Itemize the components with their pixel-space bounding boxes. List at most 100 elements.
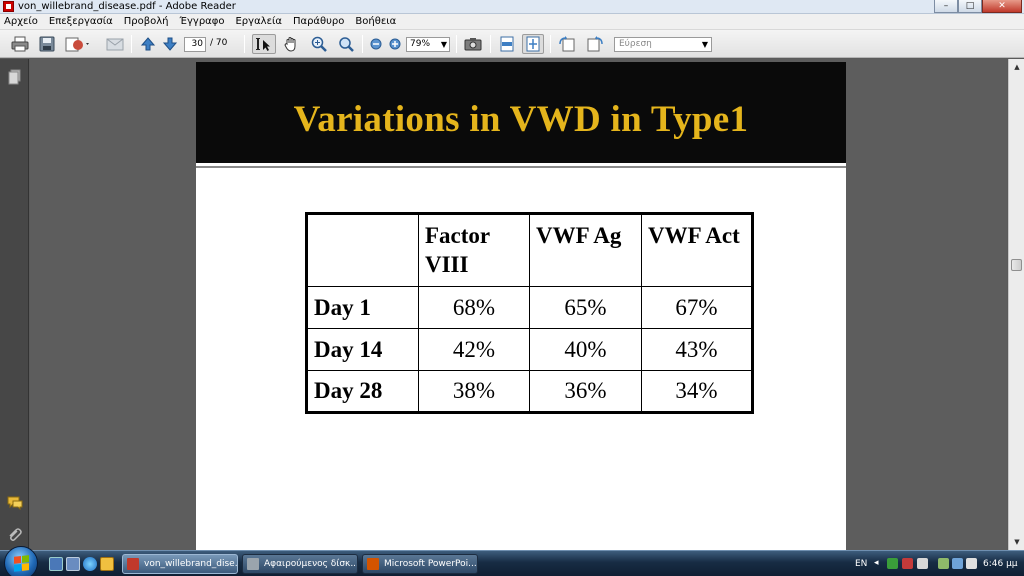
language-indicator[interactable]: EN: [855, 559, 868, 569]
task-label: Αφαιρούμενος δίσκ...: [264, 559, 358, 569]
windows-logo-icon: [14, 555, 29, 572]
save-icon[interactable]: [36, 34, 58, 54]
show-desktop-icon[interactable]: [49, 557, 63, 571]
pdf-task-icon: [127, 558, 139, 570]
maximize-button[interactable]: □: [958, 0, 982, 13]
zoom-out-icon[interactable]: [368, 34, 384, 54]
pdf-page: Variations in VWD in Type1 Factor VIII V…: [196, 62, 846, 552]
task-label: Microsoft PowerPoi...: [384, 559, 477, 569]
toolbar-separator: [550, 35, 551, 53]
table-header-cell: Factor VIII: [418, 213, 530, 287]
navigation-pane: [0, 59, 29, 550]
pages-panel-icon[interactable]: [7, 69, 22, 85]
window-title: von_willebrand_disease.pdf - Adobe Reade…: [18, 1, 236, 12]
page-number-input[interactable]: 30: [184, 37, 206, 52]
fit-page-icon[interactable]: [522, 34, 544, 54]
toolbar-separator: [362, 35, 363, 53]
share-icon[interactable]: [64, 34, 92, 54]
slide-title: Variations in VWD in Type1: [293, 99, 749, 140]
find-placeholder: Εύρεση: [619, 39, 652, 49]
snapshot-icon[interactable]: [462, 34, 484, 54]
marquee-zoom-icon[interactable]: [335, 34, 357, 54]
menu-document[interactable]: Έγγραφο: [179, 16, 225, 27]
tray-app-icon[interactable]: [887, 558, 898, 569]
antivirus-icon[interactable]: [902, 558, 913, 569]
print-icon[interactable]: [9, 34, 31, 54]
table-header-cell: VWF Ag: [529, 213, 642, 287]
window-controls: – □ ✕: [934, 0, 1022, 13]
table-row: Day 1 68% 65% 67%: [306, 286, 753, 329]
table-row: Day 28 38% 36% 34%: [306, 370, 753, 413]
scroll-up-icon[interactable]: ▲: [1014, 63, 1020, 71]
table-cell: 38%: [418, 370, 530, 413]
zoom-select[interactable]: 79% ▼: [406, 37, 450, 52]
menu-file[interactable]: Αρχείο: [4, 16, 38, 27]
menu-view[interactable]: Προβολή: [123, 16, 169, 27]
row-label: Day 14: [306, 328, 419, 371]
email-icon[interactable]: [104, 34, 126, 54]
menu-tools[interactable]: Εργαλεία: [235, 16, 282, 27]
scroll-down-icon[interactable]: ▼: [1014, 538, 1020, 546]
vertical-scrollbar[interactable]: ▲ ▼: [1008, 59, 1024, 550]
internet-explorer-icon[interactable]: [83, 557, 97, 571]
zoom-in-tool-icon[interactable]: [308, 34, 330, 54]
table-header-cell: VWF Act: [641, 213, 753, 287]
table-cell: 67%: [641, 286, 753, 329]
clock[interactable]: 6:46 μμ: [983, 559, 1018, 569]
title-bar: von_willebrand_disease.pdf - Adobe Reade…: [0, 0, 1024, 14]
close-button[interactable]: ✕: [982, 0, 1022, 13]
power-icon[interactable]: [938, 558, 949, 569]
find-input[interactable]: Εύρεση ▼: [614, 37, 712, 52]
rotate-left-icon[interactable]: [584, 34, 606, 54]
scrollbar-thumb[interactable]: [1011, 259, 1022, 271]
table-cell: 34%: [641, 370, 753, 413]
task-button-adobe-reader[interactable]: von_willebrand_dise...: [122, 554, 238, 574]
next-page-icon[interactable]: [160, 34, 180, 54]
document-area: Variations in VWD in Type1 Factor VIII V…: [30, 59, 1007, 552]
table-row: Day 14 42% 40% 43%: [306, 328, 753, 371]
media-player-icon[interactable]: [100, 557, 114, 571]
tray-app-icon[interactable]: [917, 558, 928, 569]
toolbar-separator: [490, 35, 491, 53]
toolbar: 30 / 70 79% ▼ Εύρεση ▼: [0, 30, 1024, 58]
menu-edit[interactable]: Επεξεργασία: [48, 16, 113, 27]
minimize-button[interactable]: –: [934, 0, 958, 13]
switch-windows-icon[interactable]: [66, 557, 80, 571]
table-cell: 65%: [529, 286, 642, 329]
toolbar-separator: [131, 35, 132, 53]
table-header-row: Factor VIII VWF Ag VWF Act: [306, 213, 753, 287]
task-button-powerpoint[interactable]: Microsoft PowerPoi...: [362, 554, 478, 574]
chevron-down-icon[interactable]: ▼: [701, 40, 708, 49]
zoom-in-icon[interactable]: [387, 34, 403, 54]
volume-icon[interactable]: [966, 558, 977, 569]
table-cell: 68%: [418, 286, 530, 329]
tray-expand-icon[interactable]: ◂: [874, 558, 879, 568]
table-cell: 43%: [641, 328, 753, 371]
menu-bar: Αρχείο Επεξεργασία Προβολή Έγγραφο Εργαλ…: [0, 14, 1024, 30]
network-icon[interactable]: [952, 558, 963, 569]
start-button[interactable]: [4, 546, 38, 576]
page-total-label: / 70: [210, 38, 228, 48]
fit-width-icon[interactable]: [496, 34, 518, 54]
menu-help[interactable]: Βοήθεια: [355, 16, 397, 27]
attachments-panel-icon[interactable]: [7, 527, 22, 542]
menu-window[interactable]: Παράθυρο: [292, 16, 345, 27]
rotate-icon[interactable]: [556, 34, 578, 54]
task-label: von_willebrand_dise...: [144, 559, 238, 569]
toolbar-separator: [456, 35, 457, 53]
data-table: Factor VIII VWF Ag VWF Act Day 1 68% 65%…: [305, 212, 754, 414]
pdf-app-icon: [3, 1, 14, 12]
hand-tool-icon[interactable]: [280, 34, 302, 54]
task-button-removable-disk[interactable]: Αφαιρούμενος δίσκ...: [242, 554, 358, 574]
select-tool-icon[interactable]: [252, 34, 276, 54]
zoom-value: 79%: [410, 39, 431, 49]
powerpoint-task-icon: [367, 558, 379, 570]
row-label: Day 28: [306, 370, 419, 413]
table-cell: 42%: [418, 328, 530, 371]
slide-header: Variations in VWD in Type1: [196, 62, 846, 163]
comments-panel-icon[interactable]: [7, 496, 23, 511]
prev-page-icon[interactable]: [138, 34, 158, 54]
table-cell: 40%: [529, 328, 642, 371]
toolbar-separator: [244, 35, 245, 53]
chevron-down-icon: ▼: [440, 40, 447, 49]
